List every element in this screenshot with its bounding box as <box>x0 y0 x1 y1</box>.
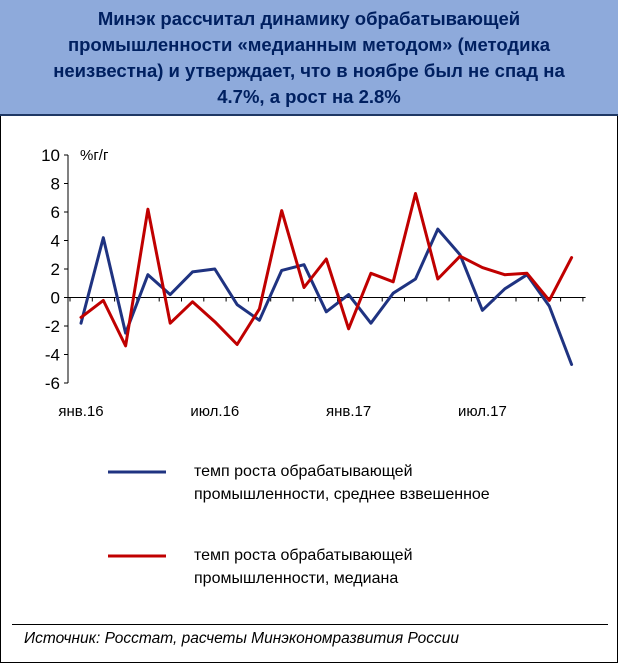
y-tick-label: 0 <box>51 289 60 308</box>
y-tick-label: -6 <box>45 374 60 393</box>
chart-axes: 10 8 6 4 2 0 -2 -4 -6 янв.16 июл.16 янв.17 июл.17 <box>41 146 586 420</box>
legend-label-line: темп роста обрабатывающей <box>194 463 413 480</box>
legend-entry-median: темп роста обрабатывающей промышленности… <box>194 544 574 590</box>
x-tick-label: янв.16 <box>58 403 103 420</box>
legend-label-line: темп роста обрабатывающей <box>194 547 413 564</box>
y-tick-label: 8 <box>51 175 60 194</box>
x-tick-label: янв.17 <box>326 403 371 420</box>
source-note: Источник: Росстат, расчеты Минэкономразв… <box>24 630 460 647</box>
legend-swatches <box>108 470 166 558</box>
source-divider <box>12 624 608 625</box>
y-tick-label: -4 <box>45 346 60 365</box>
x-tick-label: июл.17 <box>458 403 507 420</box>
header-banner: Минэк рассчитал динамику обрабатывающей … <box>0 0 618 116</box>
legend-label-line: промышленности, среднее взвешенное <box>194 486 490 503</box>
series-line-median <box>79 192 574 348</box>
page-title: Минэк рассчитал динамику обрабатывающей … <box>53 8 565 107</box>
y-tick-label: 2 <box>51 260 60 279</box>
y-tick-label: 10 <box>41 146 60 165</box>
legend-entry-weighted: темп роста обрабатывающей промышленности… <box>194 460 574 506</box>
y-axis-unit-label: %г/г <box>80 147 109 164</box>
y-tick-label: 6 <box>51 203 60 222</box>
chart-series <box>79 192 574 366</box>
legend-label-line: промышленности, медиана <box>194 570 399 587</box>
y-tick-label: -2 <box>45 317 60 336</box>
line-chart: 10 8 6 4 2 0 -2 -4 -6 янв.16 июл.16 янв.17 июл.17 %г… <box>41 146 586 420</box>
y-tick-label: 4 <box>51 232 60 251</box>
x-tick-label: июл.16 <box>190 403 239 420</box>
